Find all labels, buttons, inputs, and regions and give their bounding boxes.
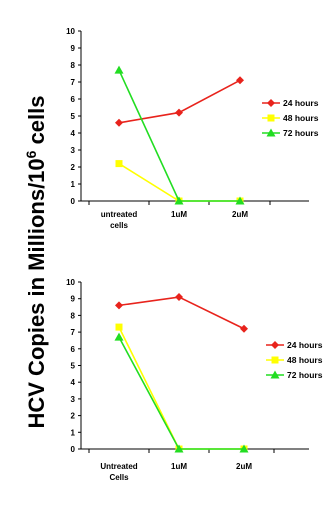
- series-line: [118, 162, 240, 202]
- y-tick-label: 5: [71, 362, 76, 371]
- x-tick-label: 1uM: [171, 462, 187, 471]
- data-point: [240, 324, 248, 333]
- y-tick-label: 10: [66, 278, 75, 287]
- legend-marker: [270, 370, 280, 379]
- data-point: [235, 196, 245, 205]
- legend-marker: [271, 356, 279, 364]
- legend-marker: [267, 114, 275, 122]
- legend-marker: [271, 341, 279, 349]
- y-tick-label: 8: [71, 311, 76, 320]
- series-line: [118, 336, 244, 450]
- y-tick-label: 1: [71, 428, 76, 437]
- legend-entry: 48 hours: [287, 355, 323, 365]
- data-point: [239, 444, 249, 453]
- legend-entry: 72 hours: [283, 128, 319, 138]
- data-point: [115, 323, 123, 331]
- chart-bottom: 0 1 2 3 4 5 6 7 8 9 10 Untreated Cells 1uM 2uM 24 hours…: [66, 278, 323, 482]
- chart-top: 0 1 2 3 4 5 6 7 8 9 10 untreated cells 1uM 2uM 24 hours…: [66, 27, 319, 230]
- x-tick-label: untreated: [101, 210, 138, 219]
- y-tick-label: 0: [71, 197, 76, 206]
- legend-entry: 24 hours: [283, 98, 319, 108]
- y-tick-label: 4: [71, 129, 76, 138]
- data-point: [115, 160, 123, 168]
- y-tick-label: 0: [71, 445, 76, 454]
- x-tick-label: Untreated: [100, 462, 137, 471]
- y-tick-label: 7: [71, 78, 76, 87]
- y-tick-label: 8: [71, 61, 76, 70]
- series-line: [118, 79, 241, 124]
- data-point: [114, 65, 124, 74]
- y-tick-label: 9: [71, 44, 76, 53]
- y-tick-label: 1: [71, 180, 76, 189]
- legend-entry: 24 hours: [287, 340, 323, 350]
- data-point: [115, 118, 123, 127]
- y-tick-label: 10: [66, 27, 75, 36]
- x-tick-label: cells: [110, 221, 128, 230]
- data-point: [175, 293, 183, 302]
- x-tick-label: 1uM: [171, 210, 187, 219]
- legend-marker: [267, 99, 275, 107]
- y-tick-label: 4: [71, 378, 76, 387]
- data-point: [115, 301, 123, 310]
- data-point: [175, 108, 183, 117]
- y-tick-label: 2: [71, 412, 76, 421]
- y-tick-label: 7: [71, 328, 76, 337]
- y-tick-label: 6: [71, 95, 76, 104]
- x-tick-label: 2uM: [236, 462, 252, 471]
- data-point: [236, 76, 244, 85]
- data-point: [114, 332, 124, 341]
- y-tick-label: 5: [71, 112, 76, 121]
- legend-entry: 48 hours: [283, 113, 319, 123]
- legend-marker: [266, 128, 276, 137]
- legend-entry: 72 hours: [287, 370, 323, 380]
- data-point: [174, 444, 184, 453]
- y-tick-label: 9: [71, 295, 76, 304]
- series-line: [118, 326, 244, 450]
- y-axis-label: HCV Copies in Millions/106 cells: [23, 96, 49, 429]
- series-line: [118, 296, 245, 330]
- y-tick-label: 3: [71, 395, 76, 404]
- x-tick-label: 2uM: [232, 210, 248, 219]
- y-tick-label: 6: [71, 345, 76, 354]
- data-point: [174, 196, 184, 205]
- y-tick-label: 2: [71, 163, 76, 172]
- y-tick-label: 3: [71, 146, 76, 155]
- x-tick-label: Cells: [109, 473, 129, 482]
